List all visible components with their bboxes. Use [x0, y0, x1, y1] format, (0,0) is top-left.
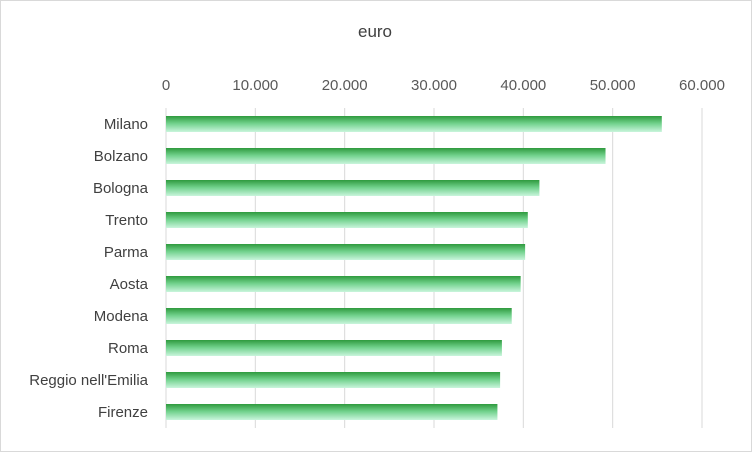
category-label: Modena [94, 308, 149, 325]
category-label: Parma [104, 244, 149, 261]
x-tick-label: 10.000 [232, 77, 278, 94]
bar [166, 340, 502, 356]
category-label: Roma [108, 340, 149, 357]
category-label: Aosta [110, 276, 149, 293]
category-label: Reggio nell'Emilia [29, 372, 148, 389]
x-tick-label: 0 [162, 77, 170, 94]
category-label: Milano [104, 116, 148, 133]
category-label: Firenze [98, 404, 148, 421]
category-label: Bologna [93, 180, 149, 197]
bar [166, 148, 606, 164]
bars [166, 116, 662, 420]
x-tick-label: 20.000 [322, 77, 368, 94]
category-label: Bolzano [94, 148, 148, 165]
bar [166, 276, 521, 292]
x-tick-label: 60.000 [679, 77, 725, 94]
x-tick-label: 30.000 [411, 77, 457, 94]
bar [166, 244, 526, 260]
category-labels: Milano Bolzano Bologna Trento Parma Aosta Mode… [29, 116, 148, 421]
bar [166, 180, 540, 196]
category-label: Trento [105, 212, 148, 229]
x-tick-labels: 0 10.000 20.000 30.000 40.000 50.000 60.000 [162, 77, 725, 94]
bar [166, 116, 662, 132]
x-tick-label: 50.000 [590, 77, 636, 94]
bar [166, 212, 528, 228]
bar [166, 372, 501, 388]
chart-title: euro [357, 22, 393, 41]
bar [166, 404, 498, 420]
x-tick-label: 40.000 [500, 77, 546, 94]
bar [166, 308, 512, 324]
